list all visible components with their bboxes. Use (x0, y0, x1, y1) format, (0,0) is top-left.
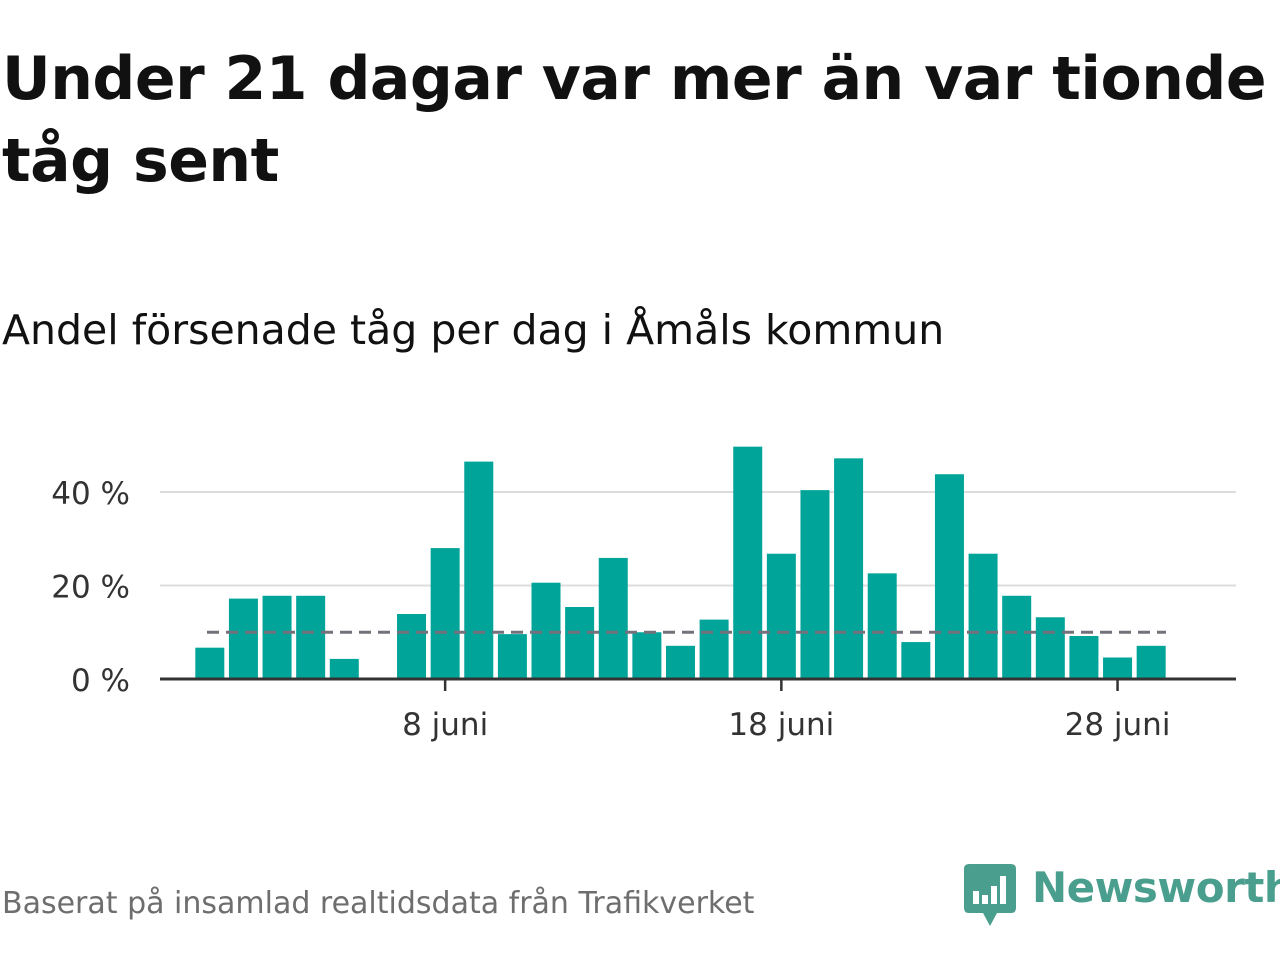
bar (228, 598, 258, 679)
y-tick-label: 0 % (71, 663, 130, 699)
bar (565, 607, 595, 679)
brand-logo[interactable]: Newsworthy (964, 862, 1280, 926)
bar (329, 658, 359, 679)
bar (867, 573, 897, 679)
bar (834, 458, 864, 679)
y-tick-label: 40 % (51, 476, 130, 512)
bar (1136, 645, 1166, 679)
newsworthy-logo-icon (964, 864, 1016, 926)
bar (598, 557, 628, 679)
x-tick-label: 8 juni (402, 707, 488, 743)
bars (195, 446, 1166, 679)
bar (1002, 595, 1032, 679)
bar (464, 461, 494, 679)
chart-title: Andel försenade tåg per dag i Åmåls komm… (2, 306, 945, 354)
x-axis-labels: 8 juni 18 juni 28 juni (402, 679, 1170, 743)
x-tick-label: 18 juni (728, 707, 834, 743)
bar-chart: 0 % 20 % 40 % 8 juni 18 juni 28 juni (51, 446, 1236, 743)
bar (901, 642, 931, 679)
bar (497, 634, 527, 679)
bar (699, 619, 729, 679)
bar (397, 614, 427, 679)
bar (968, 553, 998, 679)
bar (800, 490, 830, 679)
bar (766, 553, 796, 679)
y-tick-label: 20 % (51, 570, 130, 606)
bar (195, 647, 225, 679)
bar (430, 548, 460, 679)
bar (632, 632, 662, 679)
grid-lines (160, 491, 1236, 587)
bar (296, 595, 326, 679)
bar (262, 595, 292, 679)
source-note: Baserat på insamlad realtidsdata från Tr… (2, 886, 755, 921)
brand-name: Newsworthy (1032, 863, 1280, 912)
headline: Under 21 dagar var mer än var tionde tåg… (2, 44, 1267, 196)
bar (1069, 635, 1099, 679)
bar (1103, 657, 1133, 679)
bar (733, 446, 763, 679)
bar (665, 645, 695, 679)
x-tick-label: 28 juni (1065, 707, 1171, 743)
y-axis-labels: 0 % 20 % 40 % (51, 476, 130, 699)
bar (1035, 617, 1065, 679)
bar (934, 474, 964, 679)
